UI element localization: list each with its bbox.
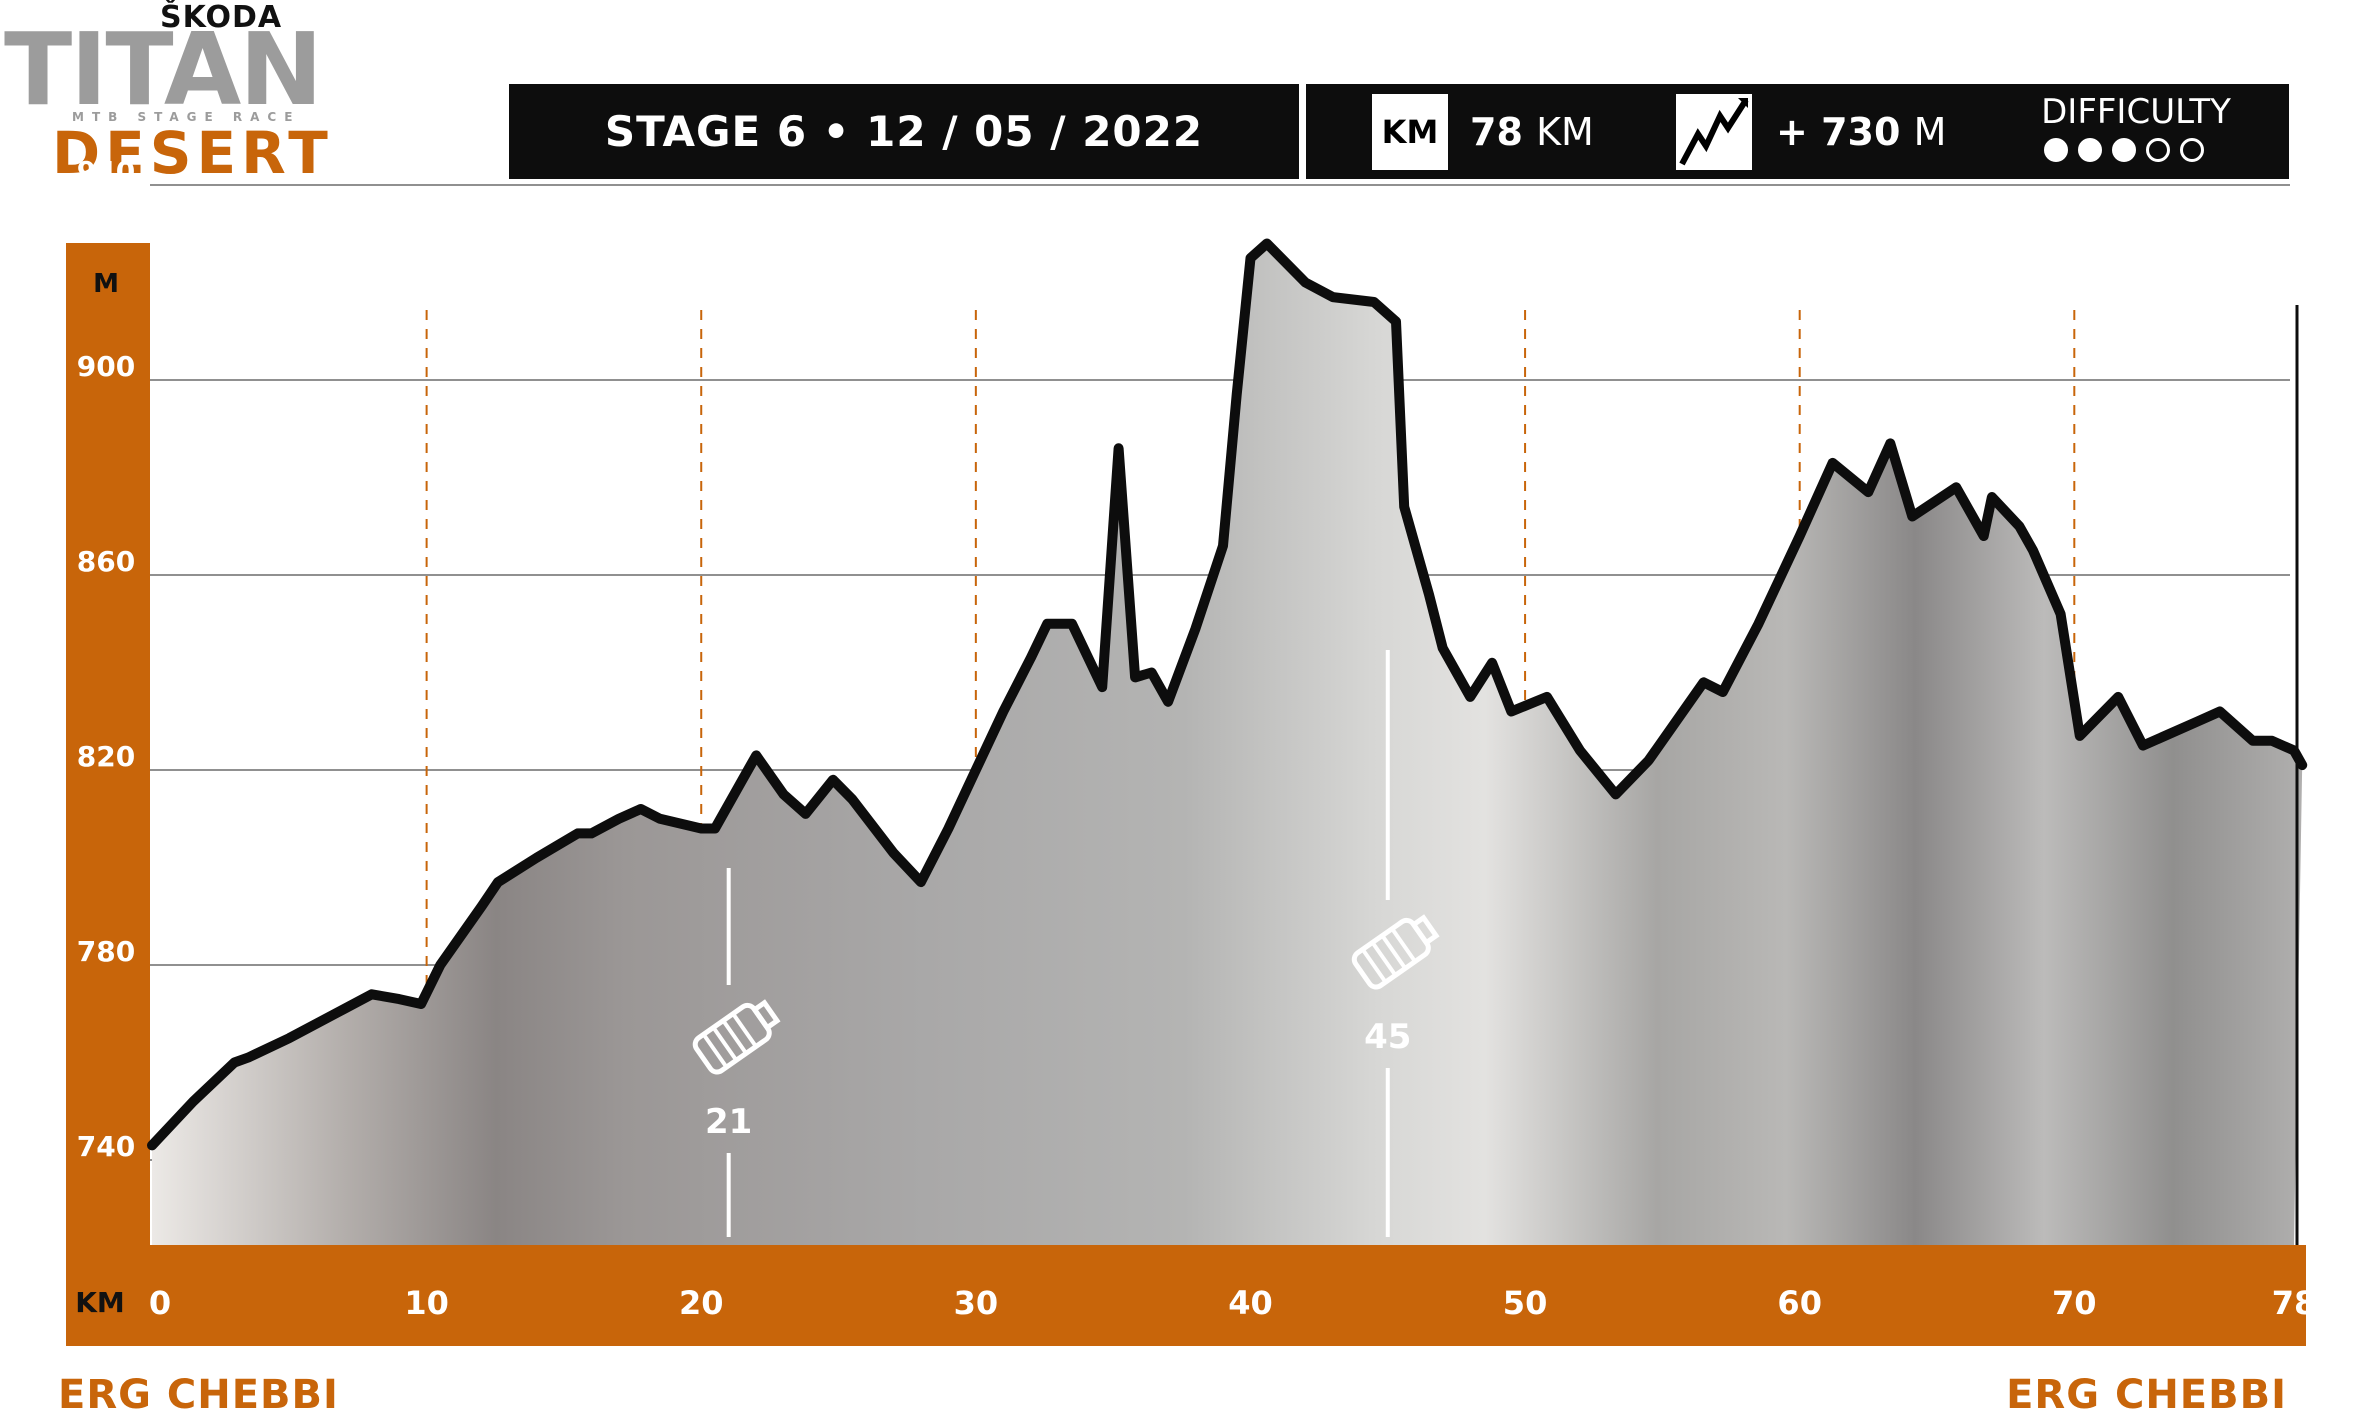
km-icon-label: KM — [1381, 113, 1439, 151]
km-icon: KM — [1372, 94, 1448, 170]
y-axis-labels: 740 780 820 860 900 940 — [77, 155, 135, 1163]
difficulty-dot — [2078, 138, 2102, 162]
y-axis-title: M — [93, 269, 119, 299]
y-tick-label: 780 — [77, 935, 135, 968]
y-tick-label: 940 — [77, 155, 135, 188]
x-tick-label: 0 — [149, 1284, 171, 1322]
difficulty-rating — [2044, 138, 2204, 162]
elevation-area — [152, 243, 2303, 1245]
x-tick-label: 60 — [1777, 1284, 1822, 1322]
skoda-brand: ŠKODA — [160, 0, 283, 35]
y-tick-label: 820 — [77, 740, 135, 773]
x-axis-title: KM — [75, 1286, 125, 1319]
tagline: MTB STAGE RACE — [72, 110, 301, 124]
water-station-label: 21 — [705, 1102, 752, 1142]
climb-number: + 730 — [1776, 110, 1901, 154]
x-tick-label: 78 — [2272, 1284, 2317, 1322]
titan-desert-logo: ŠKODA TITAN MTB STAGE RACE DESERT — [0, 0, 340, 185]
difficulty-label: DIFFICULTY — [2041, 92, 2231, 132]
desert-brand: DESERT — [52, 119, 333, 187]
difficulty-dot — [2044, 138, 2068, 162]
water-station-label: 45 — [1364, 1017, 1411, 1057]
elevation-line — [147, 238, 2308, 1151]
x-tick-label: 50 — [1503, 1284, 1548, 1322]
finish-location: ERG CHEBBI — [2006, 1372, 2287, 1418]
distance-value: 78 KM — [1470, 110, 1594, 154]
water-station-marker: 45 — [1351, 650, 1440, 1237]
y-tick-label: 860 — [77, 545, 135, 578]
difficulty-dot — [2180, 138, 2204, 162]
x-axis-labels: 0 10 20 30 40 50 60 70 78 — [149, 1284, 2316, 1322]
x-tick-label: 30 — [954, 1284, 999, 1322]
y-tick-label: 740 — [77, 1130, 135, 1163]
stage-banner: STAGE 6 • 12 / 05 / 2022 — [509, 84, 1299, 179]
x-tick-label: 40 — [1228, 1284, 1273, 1322]
mountain-climb-icon — [1676, 94, 1752, 170]
y-axis-band — [66, 243, 150, 1245]
water-bottle-icon — [1351, 914, 1440, 990]
stage-stats-banner: KM 78 KM + 730 M DIFFICULTY — [1306, 84, 2289, 179]
climb-value: + 730 M — [1776, 110, 1946, 154]
x-tick-label: 70 — [2052, 1284, 2097, 1322]
x-axis-band — [66, 1245, 2306, 1346]
titan-brand: TITAN — [4, 11, 323, 128]
start-location: ERG CHEBBI — [58, 1372, 339, 1418]
stage-title: STAGE 6 • 12 / 05 / 2022 — [604, 107, 1204, 156]
y-tick-label: 900 — [77, 350, 135, 383]
difficulty-dot — [2146, 138, 2170, 162]
difficulty-dot — [2112, 138, 2136, 162]
x-tick-label: 10 — [404, 1284, 449, 1322]
mountain-climb-icon-graphic — [1679, 98, 1749, 166]
distance-unit: KM — [1536, 110, 1594, 154]
x-tick-label: 20 — [679, 1284, 724, 1322]
water-station-marker: 21 — [692, 868, 781, 1237]
distance-number: 78 — [1470, 110, 1523, 154]
water-bottle-icon — [692, 999, 781, 1075]
climb-unit: M — [1913, 110, 1947, 154]
water-stations: 21 45 — [692, 650, 1440, 1237]
